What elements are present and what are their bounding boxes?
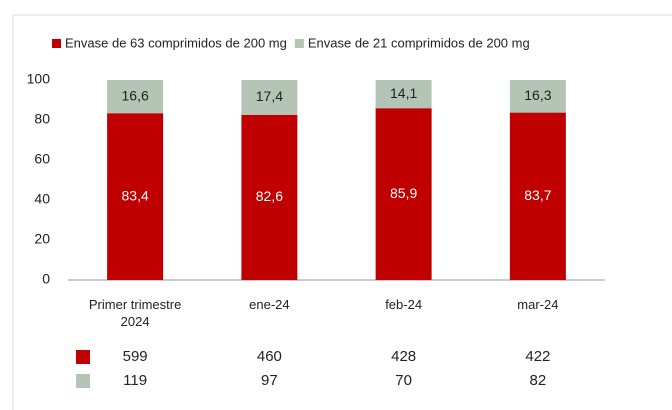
- legend-swatch: [52, 39, 61, 48]
- value-label: 85,9: [390, 185, 417, 201]
- table-value: 97: [261, 372, 278, 389]
- y-tick-label: 40: [34, 191, 50, 207]
- y-tick-label: 0: [42, 271, 50, 287]
- y-tick-label: 100: [27, 71, 51, 87]
- table-swatch: [76, 350, 90, 364]
- value-label: 83,4: [122, 187, 149, 203]
- table-value: 119: [123, 372, 147, 389]
- table-value: 428: [391, 348, 416, 365]
- legend-label: Envase de 21 comprimidos de 200 mg: [308, 35, 530, 50]
- table-value: 82: [530, 372, 547, 389]
- x-tick-label: ene-24: [249, 297, 290, 312]
- value-label: 83,7: [524, 187, 551, 203]
- value-label: 82,6: [256, 188, 283, 204]
- bar-segment: [107, 80, 164, 114]
- y-tick-label: 80: [34, 111, 50, 127]
- value-label: 16,6: [122, 87, 149, 103]
- value-label: 17,4: [256, 88, 283, 104]
- table-value: 422: [525, 348, 550, 365]
- value-label: 16,3: [524, 87, 551, 103]
- bar-segment: [509, 112, 566, 280]
- x-tick-label: Primer trimestre 2024: [88, 297, 182, 329]
- bar-segment: [107, 113, 164, 280]
- legend-label: Envase de 63 comprimidos de 200 mg: [65, 35, 287, 50]
- bar-segment: [241, 80, 298, 115]
- table-swatch: [76, 374, 90, 388]
- bar-segment: [509, 80, 566, 113]
- x-tick-label: mar-24: [517, 297, 559, 312]
- bar-segment: [375, 80, 432, 109]
- frame: [12, 14, 672, 410]
- y-tick-label: 60: [34, 151, 50, 167]
- value-label: 14,1: [390, 85, 417, 101]
- y-tick-label: 20: [34, 231, 50, 247]
- x-tick-label: feb-24: [385, 297, 423, 312]
- table-value: 70: [395, 372, 412, 389]
- table-value: 599: [123, 348, 148, 365]
- legend-swatch: [294, 39, 304, 48]
- bar-segment: [241, 114, 298, 280]
- table-value: 460: [257, 348, 282, 365]
- bar-segment: [375, 108, 432, 280]
